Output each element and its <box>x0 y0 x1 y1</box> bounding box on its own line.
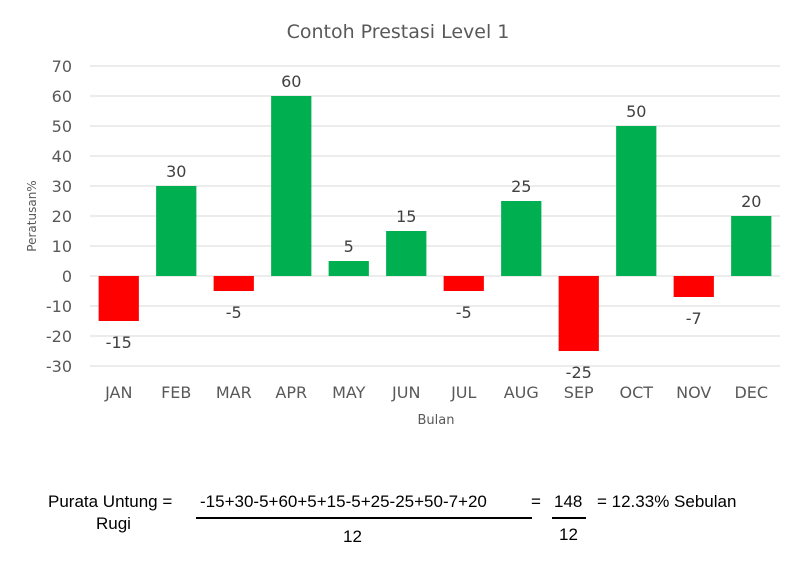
formula-denominator: 12 <box>343 527 362 546</box>
bars <box>98 96 772 351</box>
data-label-apr: 60 <box>281 72 301 91</box>
y-axis-label: Peratusan% <box>25 180 39 251</box>
bar-oct <box>616 126 657 276</box>
x-axis-label: Bulan <box>418 413 455 428</box>
data-label-sep: -25 <box>566 363 592 382</box>
data-labels: -15 30 -5 60 5 15 -5 25 -25 50 -7 20 <box>106 72 762 382</box>
bar-nov <box>673 276 714 297</box>
y-tick-label: 20 <box>52 207 72 226</box>
data-label-aug: 25 <box>511 177 531 196</box>
x-tick-label-jan: JAN <box>104 383 132 402</box>
bar-may <box>328 261 369 276</box>
formula-equals: = <box>531 492 541 511</box>
x-tick-label-feb: FEB <box>161 383 191 402</box>
formula-lhs-line2: Rugi <box>96 514 131 533</box>
y-tick-label: -30 <box>46 357 72 376</box>
x-tick-label-may: MAY <box>332 383 366 402</box>
x-tick-label-dec: DEC <box>734 383 768 402</box>
formula-denominator-2: 12 <box>559 525 578 544</box>
formula-numerator: -15+30-5+60+5+15-5+25-25+50-7+20 <box>200 492 487 511</box>
y-tick-label: 30 <box>52 177 72 196</box>
bar-dec <box>731 216 772 276</box>
x-tick-label-jul: JUL <box>450 383 476 402</box>
y-tick-label: 40 <box>52 147 72 166</box>
gridlines <box>90 65 780 367</box>
data-label-jan: -15 <box>106 333 132 352</box>
y-tick-label: 0 <box>62 267 72 286</box>
bar-aug <box>501 201 542 276</box>
y-tick-label: -10 <box>46 297 72 316</box>
bar-chart: Contoh Prestasi Level 1 70 60 50 40 30 20 10 0 -… <box>25 21 780 428</box>
formula-numerator-2: 148 <box>554 492 583 511</box>
data-label-jun: 15 <box>396 207 416 226</box>
x-tick-label-mar: MAR <box>216 383 252 402</box>
y-tick-label: -20 <box>46 327 72 346</box>
x-tick-label-aug: AUG <box>504 383 539 402</box>
chart-title: Contoh Prestasi Level 1 <box>287 21 510 43</box>
bar-sep <box>558 276 599 351</box>
y-tick-label: 60 <box>52 87 72 106</box>
fraction-bar-2 <box>552 517 586 519</box>
data-label-nov: -7 <box>686 309 702 328</box>
y-tick-label: 70 <box>52 57 72 76</box>
data-label-dec: 20 <box>741 192 761 211</box>
formula-lhs-line1: Purata Untung = <box>48 492 173 511</box>
bar-mar <box>213 276 254 291</box>
x-tick-label-oct: OCT <box>619 383 653 402</box>
data-label-feb: 30 <box>166 162 186 181</box>
data-label-mar: -5 <box>226 303 242 322</box>
x-tick-label-apr: APR <box>275 383 307 402</box>
x-axis-ticks: JAN FEB MAR APR MAY JUN JUL AUG SEP OCT NOV DEC <box>104 383 768 402</box>
x-tick-label-sep: SEP <box>564 383 594 402</box>
data-label-jul: -5 <box>456 303 472 322</box>
y-tick-label: 50 <box>52 117 72 136</box>
fraction-bar <box>196 517 532 519</box>
bar-jan <box>98 276 139 321</box>
x-tick-label-jun: JUN <box>391 383 420 402</box>
y-axis-ticks: 70 60 50 40 30 20 10 0 -10 -20 -30 <box>46 57 72 376</box>
data-label-may: 5 <box>344 237 354 256</box>
data-label-oct: 50 <box>626 102 646 121</box>
bar-feb <box>156 186 197 276</box>
bar-apr <box>271 96 312 276</box>
x-tick-label-nov: NOV <box>676 383 711 402</box>
y-tick-label: 10 <box>52 237 72 256</box>
bar-jul <box>443 276 484 291</box>
formula-result: = 12.33% Sebulan <box>597 492 737 511</box>
bar-jun <box>386 231 427 276</box>
